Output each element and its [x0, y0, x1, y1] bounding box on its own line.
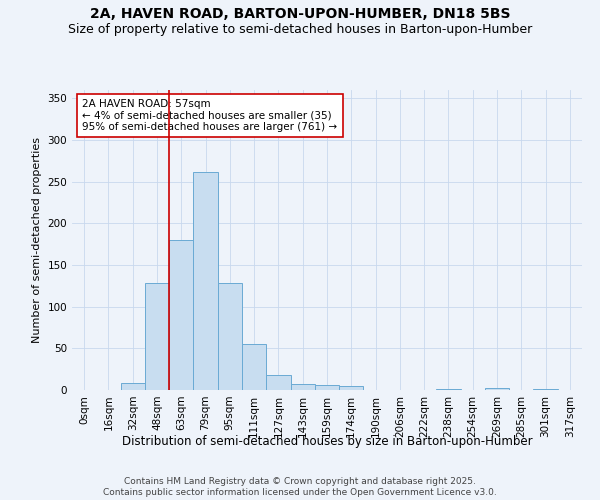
Bar — [242, 344, 266, 390]
Bar — [339, 386, 364, 390]
Text: Distribution of semi-detached houses by size in Barton-upon-Humber: Distribution of semi-detached houses by … — [122, 435, 532, 448]
Bar — [145, 284, 169, 390]
Text: Size of property relative to semi-detached houses in Barton-upon-Humber: Size of property relative to semi-detach… — [68, 22, 532, 36]
Bar — [266, 375, 290, 390]
Bar — [121, 384, 145, 390]
Bar — [485, 388, 509, 390]
Text: 2A, HAVEN ROAD, BARTON-UPON-HUMBER, DN18 5BS: 2A, HAVEN ROAD, BARTON-UPON-HUMBER, DN18… — [90, 8, 510, 22]
Bar — [436, 389, 461, 390]
Bar — [193, 172, 218, 390]
Bar — [290, 384, 315, 390]
Bar — [315, 385, 339, 390]
Bar — [218, 284, 242, 390]
Bar — [169, 240, 193, 390]
Text: 2A HAVEN ROAD: 57sqm
← 4% of semi-detached houses are smaller (35)
95% of semi-d: 2A HAVEN ROAD: 57sqm ← 4% of semi-detach… — [82, 99, 337, 132]
Text: Contains HM Land Registry data © Crown copyright and database right 2025.
Contai: Contains HM Land Registry data © Crown c… — [103, 478, 497, 497]
Bar — [533, 389, 558, 390]
Y-axis label: Number of semi-detached properties: Number of semi-detached properties — [32, 137, 42, 343]
